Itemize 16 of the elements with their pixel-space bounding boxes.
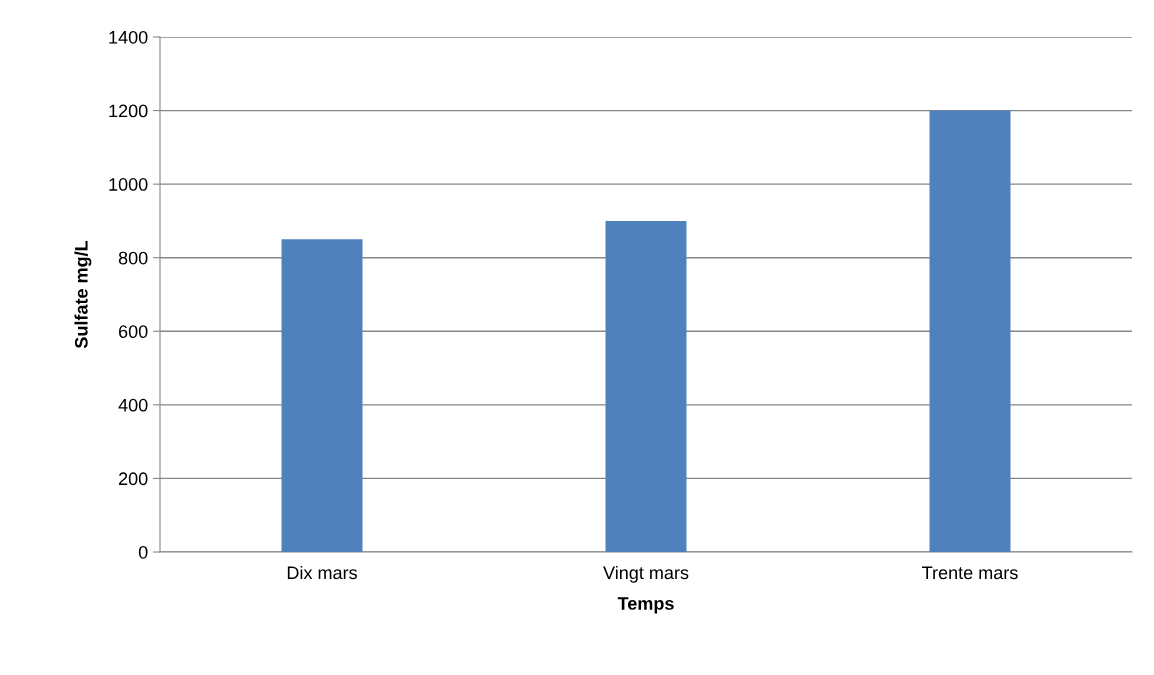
- y-tick-label: 800: [118, 251, 148, 265]
- y-tick-label: 1400: [109, 30, 148, 44]
- bar: [605, 220, 687, 552]
- x-tick-label: Vingt mars: [603, 565, 689, 583]
- y-tick-label: 600: [118, 325, 148, 339]
- x-axis-title: Temps: [617, 597, 674, 614]
- y-tick-label: 0: [138, 545, 148, 559]
- x-tick-label: Dix mars: [287, 565, 357, 580]
- bar: [281, 239, 363, 552]
- y-tick-label: 1200: [109, 104, 148, 118]
- bar: [929, 110, 1011, 552]
- x-tick-label: Trente mars: [922, 566, 1018, 580]
- y-tick-label: 1000: [109, 178, 148, 191]
- y-tick-label: 200: [118, 472, 148, 486]
- y-axis-title: Sulfate mg/L: [74, 240, 92, 349]
- y-tick-label: 400: [118, 398, 148, 412]
